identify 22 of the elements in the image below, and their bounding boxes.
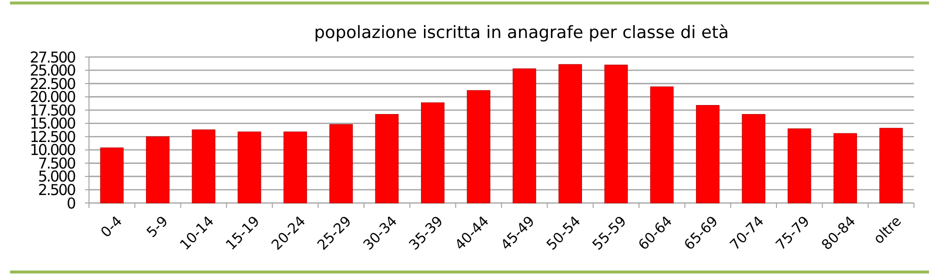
bar (834, 133, 857, 204)
bar (192, 129, 216, 204)
bar (788, 128, 812, 204)
bar (100, 148, 124, 204)
bar (466, 90, 490, 204)
bar (146, 136, 170, 204)
x-tick-label: 5-9 (144, 213, 172, 241)
bar (879, 128, 903, 204)
bar (512, 68, 536, 204)
bar (329, 124, 353, 204)
bar (421, 102, 444, 204)
bar (604, 64, 628, 204)
bar (696, 105, 720, 204)
x-tick-label: 0-4 (98, 213, 126, 241)
bar (238, 132, 262, 204)
bar (558, 64, 582, 204)
bar (375, 114, 399, 204)
bar (650, 86, 674, 204)
bar (284, 132, 307, 204)
chart-title: popolazione iscritta in anagrafe per classe di età (314, 23, 729, 43)
bar (742, 114, 766, 204)
y-tick-label: 0 (66, 194, 76, 212)
